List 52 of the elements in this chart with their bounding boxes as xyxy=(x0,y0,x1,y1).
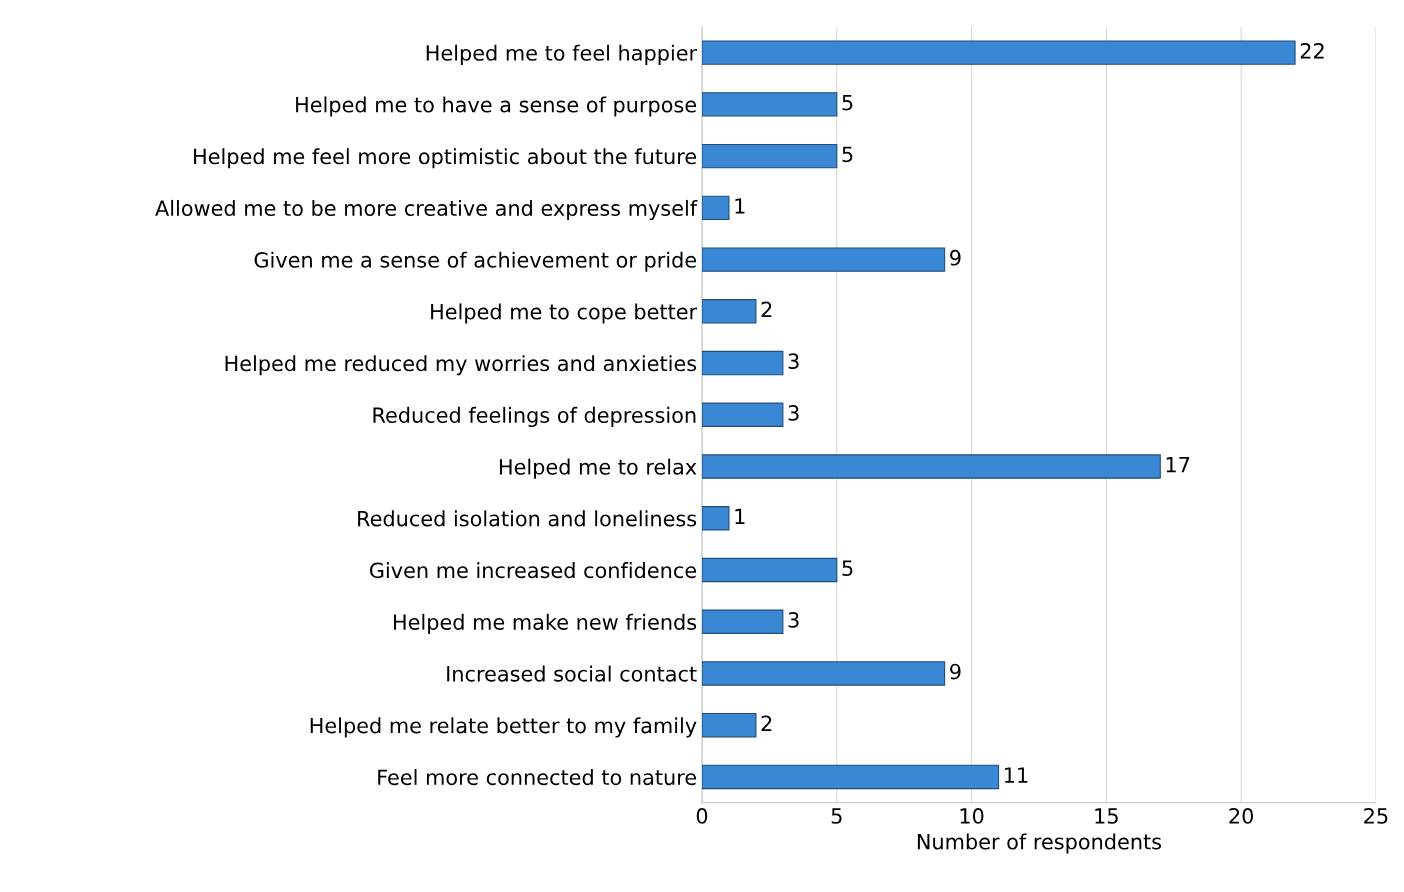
bar xyxy=(702,454,1161,479)
y-tick-label: Increased social contact xyxy=(447,665,697,682)
y-tick-label: Reduced isolation and loneliness xyxy=(358,510,697,527)
y-tick-label: Helped me to have a sense of purpose xyxy=(296,96,697,117)
data-label: 3 xyxy=(788,612,799,628)
bar xyxy=(702,713,757,738)
x-tick-label: 5 xyxy=(831,808,842,824)
data-label: 3 xyxy=(788,405,799,421)
y-tick-label: Given me a sense of achievement or pride xyxy=(254,251,697,272)
bar xyxy=(702,506,730,531)
bar xyxy=(702,195,730,221)
x-tick-label: 10 xyxy=(960,808,984,824)
y-tick-label: Helped me to feel happier xyxy=(426,44,698,65)
data-label: 5 xyxy=(842,146,853,163)
bar xyxy=(702,557,838,583)
x-tick-label: 15 xyxy=(1095,808,1118,824)
data-label: 3 xyxy=(788,353,799,370)
bar xyxy=(702,402,784,427)
y-tick-label: Helped me relate better to my family xyxy=(310,717,697,738)
data-label: 22 xyxy=(1300,42,1324,59)
bar xyxy=(702,299,757,324)
data-label: 17 xyxy=(1166,457,1190,473)
x-tick-label: 0 xyxy=(696,808,708,824)
y-tick-label: Helped me make new friends xyxy=(394,613,697,634)
y-tick-label: Feel more connected to nature xyxy=(378,769,697,786)
y-tick-label: Helped me to cope better xyxy=(431,303,698,324)
data-label: 9 xyxy=(950,663,961,680)
bar xyxy=(702,661,946,686)
data-label: 2 xyxy=(761,301,772,318)
bar xyxy=(702,350,784,376)
x-tick-label: 25 xyxy=(1364,808,1388,824)
data-label: 2 xyxy=(761,715,772,731)
bar xyxy=(702,247,946,272)
data-label: 9 xyxy=(950,249,961,266)
data-label: 5 xyxy=(842,560,853,577)
bar xyxy=(702,40,1296,65)
data-label: 1 xyxy=(735,198,745,214)
bar xyxy=(702,764,1000,790)
data-label: 11 xyxy=(1004,767,1028,783)
x-axis-title: Number of respondents xyxy=(917,833,1162,854)
y-tick-label: Given me increased confidence xyxy=(369,562,697,579)
y-tick-label: Helped me feel more optimistic about the future xyxy=(194,148,697,169)
y-tick-label: Reduced feelings of depression xyxy=(373,406,696,428)
bar xyxy=(702,92,838,117)
data-label: 5 xyxy=(842,94,853,111)
y-tick-label: Helped me to relax xyxy=(499,458,697,479)
bar xyxy=(702,609,784,634)
y-tick-label: Allowed me to be more creative and express myself xyxy=(155,199,698,221)
data-label: 1 xyxy=(735,508,745,524)
y-tick-label: Helped me reduced my worries and anxieties xyxy=(225,355,697,376)
x-tick-label: 20 xyxy=(1229,808,1254,824)
bar xyxy=(702,143,838,169)
